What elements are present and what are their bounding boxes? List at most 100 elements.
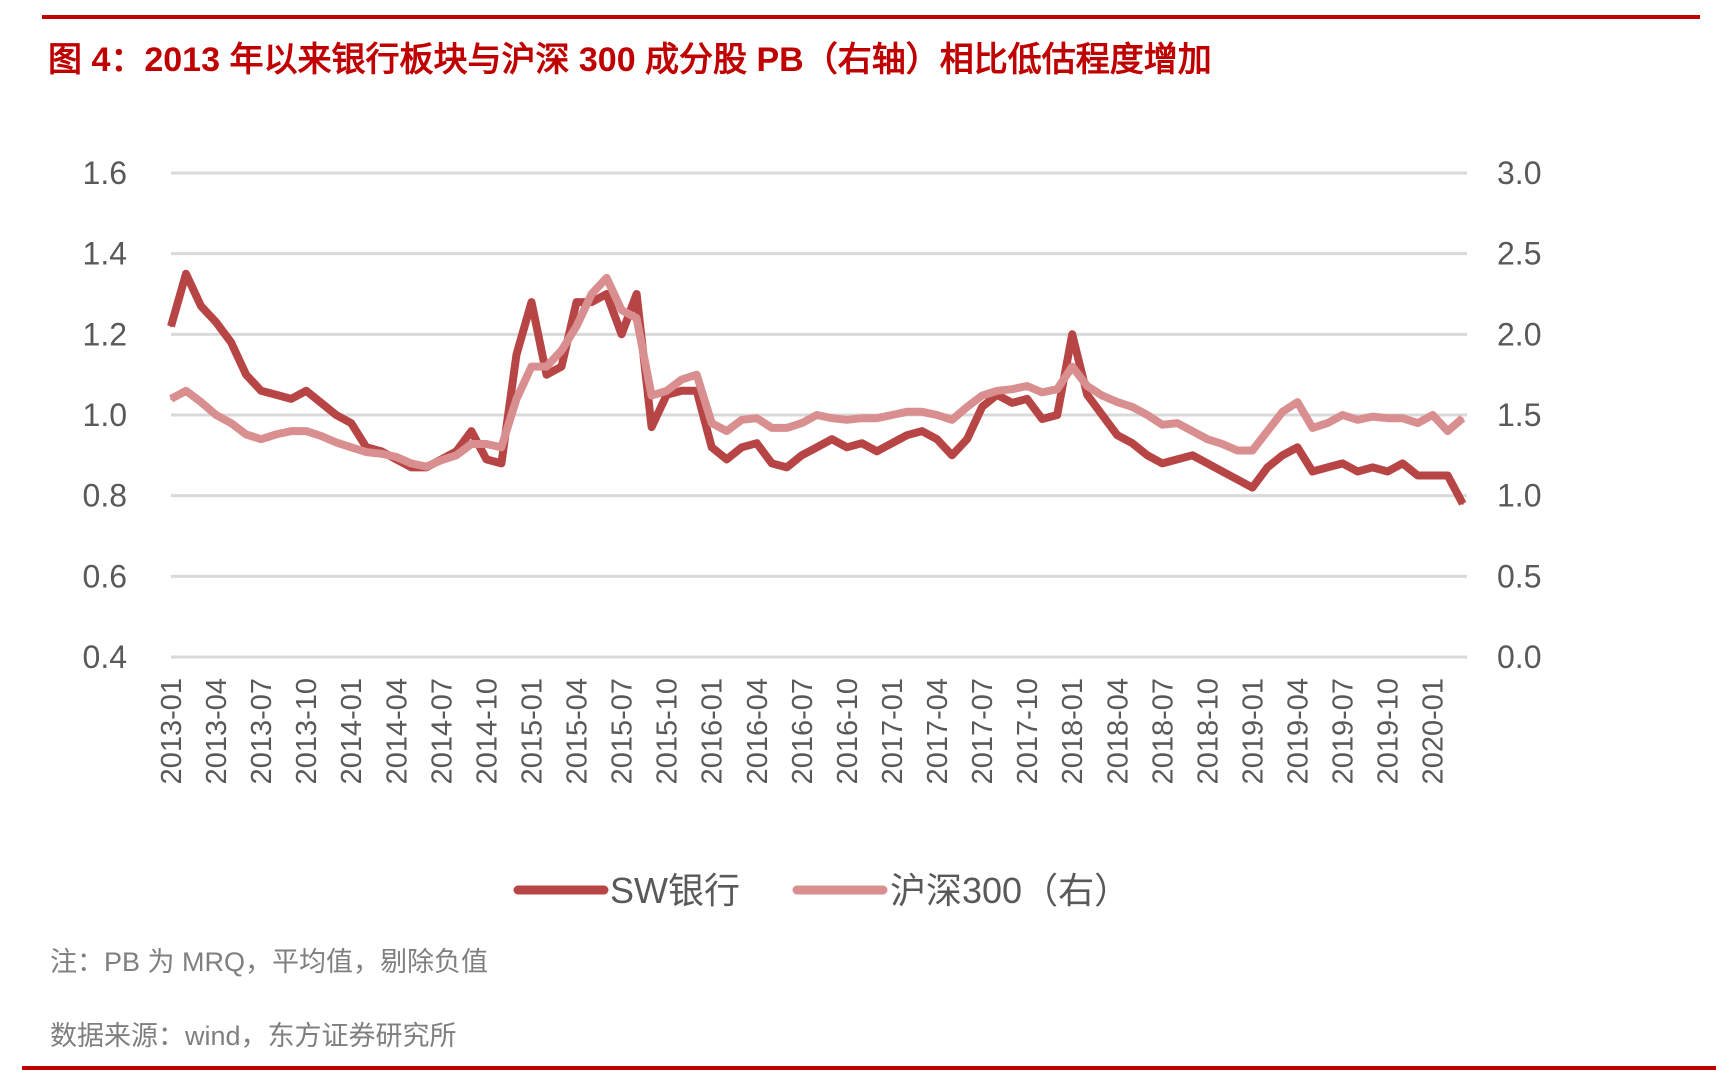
data-point [740,446,743,449]
data-point [1326,422,1329,425]
right-tick-label: 0.0 [1497,639,1541,675]
x-tick-label: 2017-01 [877,678,909,784]
x-tick-label: 2014-07 [426,678,458,784]
data-point [815,446,818,449]
data-point [695,373,698,376]
data-point [335,441,338,444]
x-tick-label: 2019-07 [1328,678,1360,784]
x-axis-ticks: 2013-01 2013-04 2013-07 2013-10 2014-01 2014-… [156,678,1450,784]
data-point [1281,454,1284,457]
data-point [755,417,758,420]
data-point [395,455,398,458]
data-point [605,276,608,279]
data-point [680,378,683,381]
x-tick-label: 2020-01 [1418,678,1450,784]
bottom-rule [22,1066,1716,1070]
data-point [1221,470,1224,473]
data-point [966,405,969,408]
data-point [860,417,863,420]
data-point [1266,430,1269,433]
x-tick-label: 2019-04 [1283,678,1315,784]
data-point [455,454,458,457]
data-point [245,373,248,376]
data-point [1011,401,1014,404]
right-tick-label: 0.5 [1497,558,1541,594]
data-point [1371,466,1374,469]
data-point [590,293,593,295]
data-point [1386,470,1389,473]
data-point [545,365,548,368]
data-point [860,442,863,445]
x-tick-label: 2016-07 [787,678,819,784]
x-tick-label: 2019-01 [1237,678,1269,784]
data-point [936,438,939,441]
data-point [1446,474,1449,477]
data-point [545,373,548,376]
data-point [1431,414,1434,416]
data-point [1116,434,1119,437]
data-point [170,325,172,328]
data-point [1011,388,1014,391]
data-point [635,293,638,295]
data-point [1251,486,1254,489]
data-point [770,462,773,465]
data-point [1296,401,1299,404]
data-point [275,393,278,396]
data-point [425,465,428,468]
data-point [320,401,323,404]
data-point [1221,443,1224,446]
data-point [380,452,383,455]
x-tick-label: 2016-10 [832,678,864,784]
data-point [1266,466,1269,469]
data-point [440,459,443,462]
data-point [350,446,353,449]
data-point [1086,393,1089,396]
left-tick-label: 0.6 [83,558,127,594]
x-tick-label: 2018-07 [1147,678,1179,784]
data-point [485,443,488,446]
data-point [875,450,878,453]
data-point [230,341,233,344]
top-rule [42,15,1700,19]
data-point [1386,417,1389,420]
x-tick-label: 2019-10 [1373,678,1405,784]
data-point [890,414,893,416]
right-tick-label: 1.0 [1497,478,1541,514]
data-point [1236,449,1239,452]
data-point [575,325,578,328]
data-point [1401,462,1404,465]
data-point [921,410,923,413]
data-point [1131,405,1134,408]
data-point [1176,458,1179,461]
x-tick-label: 2018-01 [1057,678,1089,784]
data-point [800,422,803,425]
data-point [200,305,203,308]
data-point [981,405,984,408]
data-point [1101,394,1104,397]
data-point [1311,426,1314,429]
data-point [500,446,503,449]
data-point [560,349,563,352]
legend-label-sw-bank: SW银行 [610,870,740,911]
data-point [1071,365,1074,368]
right-tick-label: 2.5 [1497,236,1541,272]
data-point [1311,470,1314,473]
data-point [1341,414,1344,416]
data-point [320,434,323,437]
data-point [1116,401,1119,404]
data-point [485,458,488,461]
left-tick-label: 1.4 [83,236,127,272]
data-point [1356,470,1359,473]
x-tick-label: 2017-10 [1012,678,1044,784]
data-point [215,321,218,324]
data-point [1071,333,1074,336]
data-point [185,272,188,275]
chart-note: 注：PB 为 MRQ，平均值，剔除负值 [50,947,489,977]
data-point [1416,474,1419,477]
data-point [725,458,728,461]
x-tick-label: 2014-01 [336,678,368,784]
data-point [680,389,683,392]
data-point [665,389,668,392]
data-point [905,434,908,437]
